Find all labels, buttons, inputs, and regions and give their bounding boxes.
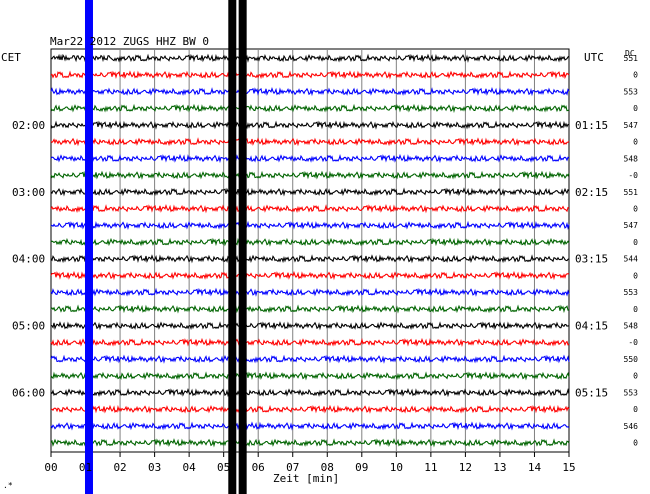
dc-offset-label: 547 <box>624 121 639 130</box>
trace-group <box>50 53 570 448</box>
seismogram-trace <box>50 321 570 331</box>
dc-offset-label: 548 <box>624 154 639 163</box>
x-tick-label: 03 <box>148 461 161 474</box>
labels: Mar22 2012 ZUGS HHZ BW 0 CET UTC DC Zeit… <box>1 35 638 490</box>
x-tick-label: 04 <box>183 461 197 474</box>
x-tick-label: 13 <box>493 461 506 474</box>
utc-time-label: 01:15 <box>575 119 608 132</box>
x-tick-label: 15 <box>562 461 575 474</box>
plot-frame <box>50 48 570 453</box>
seismogram-trace <box>50 254 570 264</box>
dc-offset-label: 0 <box>633 271 638 280</box>
seismogram-trace <box>50 220 570 231</box>
dc-offset-label: 553 <box>624 288 639 297</box>
chart-title: Mar22 2012 ZUGS HHZ BW 0 <box>50 35 209 48</box>
seismogram-trace <box>50 153 570 164</box>
dc-offset-label: 548 <box>624 322 639 331</box>
x-tick-label: 07 <box>286 461 299 474</box>
x-tick-label: 10 <box>390 461 403 474</box>
dc-offset-label: 547 <box>624 221 639 230</box>
dc-offset-label: 0 <box>633 439 638 448</box>
seismogram-trace <box>50 187 570 197</box>
seismogram-trace <box>50 237 570 247</box>
cet-time-label: 03:00 <box>12 186 45 199</box>
x-tick-label: 02 <box>113 461 126 474</box>
seismogram-trace <box>50 70 570 80</box>
utc-time-label: 03:15 <box>575 253 608 266</box>
seismogram-trace <box>50 371 570 381</box>
seismogram-trace <box>50 438 570 448</box>
utc-time-label: 02:15 <box>575 186 608 199</box>
utc-time-label: 05:15 <box>575 386 608 399</box>
dc-offset-label: 553 <box>624 87 639 96</box>
dc-offset-label: 551 <box>624 188 639 197</box>
seismogram-trace <box>50 120 570 130</box>
x-tick-label: 00 <box>44 461 57 474</box>
seismogram-trace <box>50 87 570 97</box>
seismogram-trace <box>50 404 570 414</box>
dc-offset-label: 0 <box>633 372 638 381</box>
x-tick-label: 11 <box>424 461 437 474</box>
dc-offset-label: 0 <box>633 405 638 414</box>
x-tick-label: 05 <box>217 461 230 474</box>
event-marker <box>238 0 247 494</box>
dc-offset-label: -0 <box>628 338 638 347</box>
cet-time-label: 06:00 <box>12 386 45 399</box>
seismogram-trace <box>50 287 570 297</box>
dc-offset-label: 550 <box>624 355 639 364</box>
seismogram-trace <box>50 354 570 364</box>
seismogram-trace <box>50 103 570 114</box>
cet-time-label: 05:00 <box>12 320 45 333</box>
seismogram-trace <box>50 387 570 398</box>
dc-offset-label: 551 <box>624 54 639 63</box>
seismogram-trace <box>50 203 570 214</box>
cet-time-label: 02:00 <box>12 119 45 132</box>
cet-time-label: 04:00 <box>12 253 45 266</box>
seismogram-trace <box>50 53 570 63</box>
event-marker <box>84 0 93 494</box>
seismogram-trace <box>50 304 570 314</box>
dc-offset-label: 0 <box>633 104 638 113</box>
vertical-marks <box>84 0 247 494</box>
seismogram-trace <box>50 170 570 180</box>
utc-label: UTC <box>584 51 604 64</box>
cet-label: CET <box>1 51 21 64</box>
dc-offset-label: 0 <box>633 238 638 247</box>
dc-offset-label: 553 <box>624 388 639 397</box>
x-tick-label: 12 <box>459 461 472 474</box>
seismogram-trace <box>50 137 570 147</box>
dc-offset-label: 546 <box>624 422 639 431</box>
dc-offset-label: 0 <box>633 71 638 80</box>
event-marker <box>228 0 237 494</box>
x-tick-label: 01 <box>79 461 92 474</box>
x-tick-label: 09 <box>355 461 368 474</box>
dc-offset-label: -0 <box>628 171 638 180</box>
x-tick-label: 14 <box>528 461 542 474</box>
corner-mark: .* <box>3 481 13 490</box>
dc-offset-label: 0 <box>633 138 638 147</box>
x-axis-label: Zeit [min] <box>273 472 339 485</box>
seismogram-trace <box>50 337 570 348</box>
seismogram-trace <box>50 270 570 281</box>
x-tick-label: 08 <box>321 461 334 474</box>
seismogram-trace <box>50 421 570 431</box>
grid <box>50 48 570 457</box>
utc-time-label: 04:15 <box>575 320 608 333</box>
dc-label: DC <box>625 49 635 58</box>
dc-offset-label: 0 <box>633 305 638 314</box>
dc-offset-label: 0 <box>633 204 638 213</box>
dc-offset-label: 544 <box>624 255 639 264</box>
x-tick-label: 06 <box>252 461 265 474</box>
